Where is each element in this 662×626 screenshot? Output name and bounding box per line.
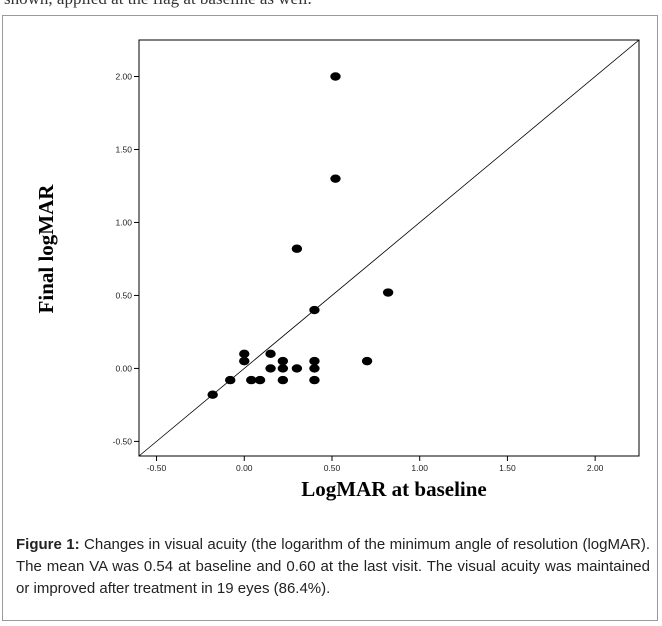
data-point: [309, 356, 320, 366]
caption-label: Figure 1:: [16, 536, 80, 553]
data-point: [277, 356, 289, 366]
data-point: [225, 375, 236, 385]
x-tick-label: 0.50: [324, 463, 341, 473]
caption-text: Changes in visual acuity (the logarithm …: [16, 536, 650, 597]
data-point: [330, 174, 341, 183]
data-point: [330, 72, 341, 81]
y-axis-title: Final logMAR: [34, 184, 58, 314]
scatter-chart: -0.50 0.00 0.50 1.00 1.50 2.00 -0.50 0.00 0.50 1…: [34, 39, 640, 501]
x-tick-label: -0.50: [147, 463, 167, 473]
figure-caption: Figure 1: Changes in visual acuity (the …: [16, 534, 650, 600]
x-tick-label: 1.50: [499, 463, 516, 473]
y-tick-label: 0.50: [115, 290, 132, 300]
data-point: [239, 349, 250, 359]
x-tick-label: 0.00: [236, 463, 253, 473]
data-point: [309, 375, 320, 385]
y-tick-label: 0.00: [115, 363, 132, 373]
data-point: [277, 364, 289, 373]
x-tick-label: 2.00: [587, 463, 604, 473]
y-tick-label: 1.50: [115, 144, 132, 154]
data-point: [246, 375, 257, 385]
cropped-preceding-text: shown, applied at the flag at baseline a…: [0, 0, 662, 10]
data-point: [265, 349, 276, 359]
figure-frame: -0.50 0.00 0.50 1.00 1.50 2.00 -0.50 0.00 0.50 1…: [2, 15, 658, 621]
x-tick-label: 1.00: [411, 463, 428, 473]
data-point: [254, 375, 266, 385]
cropped-text-line: shown, applied at the flag at baseline a…: [4, 0, 312, 9]
data-point: [239, 356, 250, 366]
data-point: [309, 305, 320, 315]
data-point: [277, 375, 289, 385]
data-point: [309, 364, 320, 373]
y-tick-label: 2.00: [115, 71, 132, 81]
data-point: [361, 356, 373, 366]
data-point: [291, 244, 303, 253]
x-axis-title: LogMAR at baseline: [301, 477, 487, 501]
data-point: [207, 390, 218, 399]
y-tick-label: -0.50: [113, 436, 133, 446]
identity-reference-line: [138, 39, 640, 457]
data-point: [382, 288, 394, 297]
y-tick-label: 1.00: [115, 217, 132, 227]
data-point: [291, 364, 303, 373]
data-point: [265, 364, 276, 373]
